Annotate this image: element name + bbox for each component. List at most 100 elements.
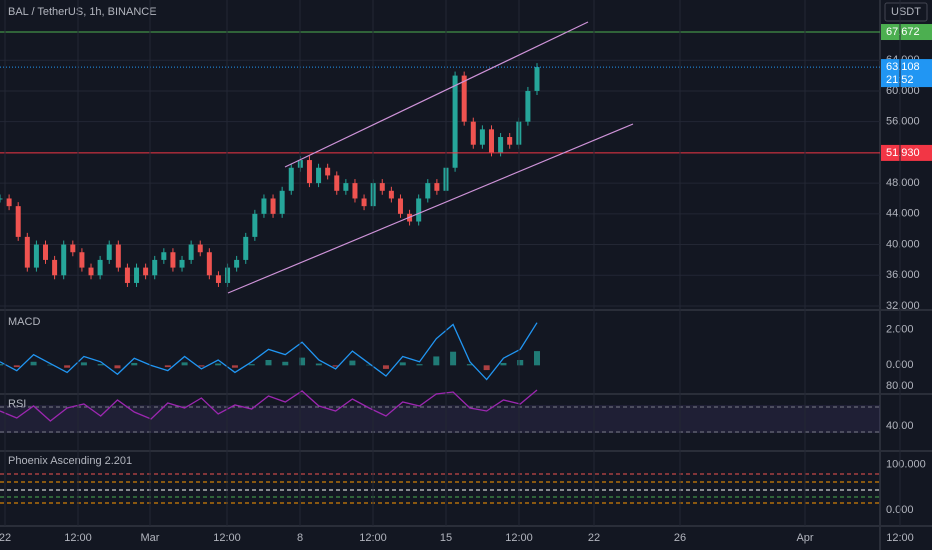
macd-histogram (97, 364, 104, 366)
macd-histogram (483, 365, 490, 371)
macd-histogram (517, 360, 524, 366)
x-tick-label: 15 (440, 532, 452, 544)
candle (188, 244, 194, 260)
trend-line[interactable] (284, 21, 589, 168)
x-tick-label: 22 (0, 532, 11, 544)
macd-histogram (299, 357, 306, 366)
candle (179, 259, 185, 268)
y-tick-label: 60.000 (886, 85, 920, 97)
candle (243, 236, 249, 260)
macd-histogram (500, 362, 507, 366)
candle (43, 244, 49, 260)
candle (161, 252, 167, 260)
macd-histogram (265, 360, 272, 366)
candle (225, 267, 231, 283)
y-tick-label: 44.000 (886, 208, 920, 220)
trend-line[interactable] (227, 123, 634, 294)
price-level-tag (881, 144, 932, 161)
macd-histogram (366, 364, 373, 366)
candle (288, 167, 294, 191)
x-tick-label: 12:00 (359, 532, 387, 544)
candle (397, 198, 403, 214)
currency-box[interactable] (884, 2, 928, 22)
candle (416, 198, 422, 222)
price-level-tag (881, 24, 932, 41)
macd-histogram (248, 364, 255, 366)
candle (88, 267, 94, 276)
macd-histogram (114, 365, 121, 369)
candle (97, 259, 103, 276)
candle (70, 244, 76, 253)
last-price-tag (881, 59, 932, 88)
macd-histogram (30, 361, 37, 366)
candle (6, 198, 12, 207)
candle (170, 252, 176, 268)
candle (234, 259, 240, 268)
price-level-label: 67.672 (886, 26, 920, 38)
candle (461, 75, 467, 122)
macd-histogram (64, 365, 71, 368)
candle (479, 129, 485, 145)
candle (261, 198, 267, 214)
macd-histogram (382, 365, 389, 369)
candle (0, 198, 3, 200)
candle (334, 175, 340, 191)
candle (488, 129, 494, 153)
candle (534, 67, 540, 91)
candle (143, 267, 149, 276)
candle (215, 275, 221, 283)
pane-title: MACD (8, 316, 40, 328)
macd-histogram (198, 365, 205, 367)
candle (343, 183, 349, 191)
macd-histogram (282, 361, 289, 366)
candle (316, 167, 322, 184)
candle (52, 259, 58, 276)
candle (24, 236, 30, 268)
x-tick-label: 8 (297, 532, 303, 544)
y-tick-label: 100.000 (886, 459, 926, 471)
x-tick-label: 12:00 (886, 532, 914, 544)
macd-histogram (332, 365, 339, 367)
y-tick-label: 32.000 (886, 300, 920, 312)
candle (152, 259, 158, 276)
y-tick-label: 36.000 (886, 269, 920, 281)
macd-histogram (131, 362, 138, 366)
pane-title: Phoenix Ascending 2.201 (8, 455, 132, 467)
candle (470, 121, 476, 145)
candle (270, 198, 276, 214)
candle (106, 244, 112, 260)
candle (352, 183, 358, 199)
macd-histogram (416, 364, 423, 366)
pane-title: RSI (8, 398, 26, 410)
currency[interactable]: USDT (891, 6, 921, 18)
macd-histogram (534, 351, 540, 366)
macd-histogram (450, 351, 457, 366)
x-tick-label: 22 (588, 532, 600, 544)
y-tick-label: 48.000 (886, 177, 920, 189)
macd-histogram (164, 365, 171, 368)
macd-histogram (349, 360, 356, 366)
macd-histogram (0, 364, 3, 366)
x-tick-label: Apr (796, 532, 813, 544)
candle (452, 75, 458, 168)
candle (279, 190, 285, 214)
candle (206, 252, 212, 276)
candle (425, 183, 431, 199)
candle (525, 90, 531, 122)
candle (197, 244, 203, 253)
last-price-label: 63.108 (886, 61, 920, 73)
price-level-label: 51.930 (886, 147, 920, 159)
x-tick-label: 12:00 (64, 532, 92, 544)
candle (252, 213, 258, 237)
x-tick-label: 12:00 (213, 532, 241, 544)
candle (79, 252, 85, 268)
candle (15, 206, 21, 237)
x-tick-label: 12:00 (505, 532, 533, 544)
candle (388, 190, 394, 199)
macd-histogram (231, 365, 238, 368)
macd-line (0, 322, 538, 381)
x-tick-label: 26 (674, 532, 686, 544)
symbol-title[interactable]: BAL / TetherUS, 1h, BINANCE (8, 6, 157, 18)
candle (306, 160, 312, 184)
